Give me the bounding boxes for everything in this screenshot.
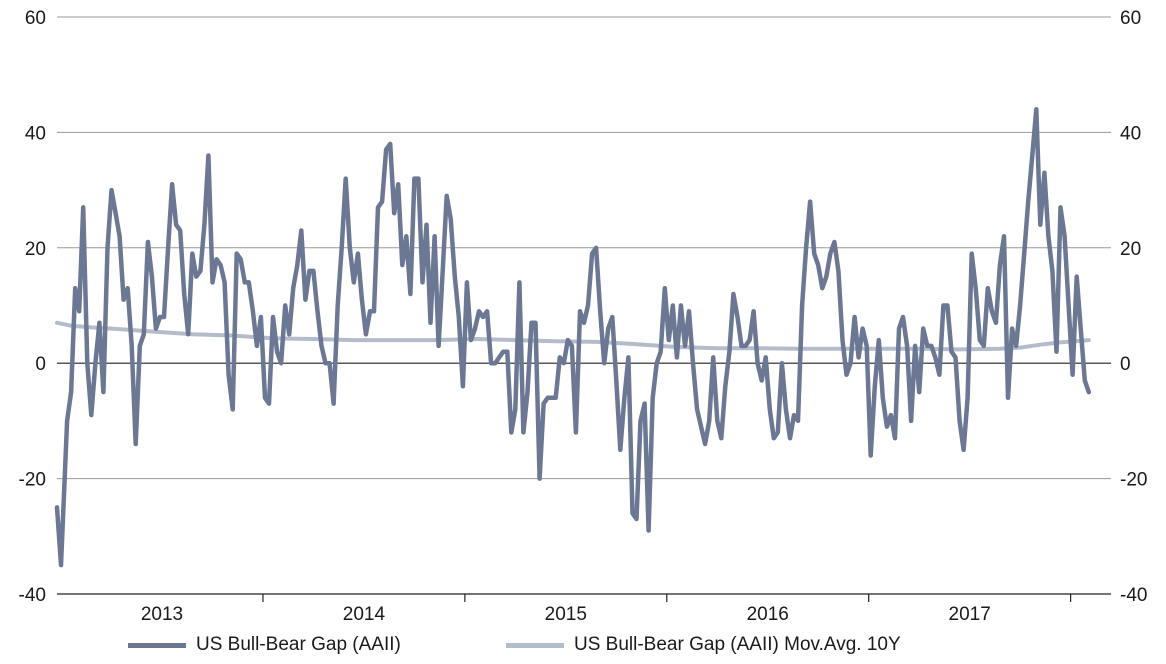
y-tick-label-left: 60 bbox=[25, 8, 46, 29]
x-tick-label: 2014 bbox=[343, 604, 386, 625]
legend-item-moving-average: US Bull-Bear Gap (AAII) Mov.Avg. 10Y bbox=[506, 634, 901, 656]
x-axis: 2013 2014 2015 2016 2017 bbox=[57, 593, 1111, 625]
legend-label-bull-bear-gap: US Bull-Bear Gap (AAII) bbox=[196, 634, 401, 655]
x-tick-label: 2015 bbox=[545, 604, 587, 625]
y-tick-label-left: 0 bbox=[35, 354, 46, 375]
legend: US Bull-Bear Gap (AAII) US Bull-Bear Gap… bbox=[0, 628, 1166, 664]
y-tick-label-right: 0 bbox=[1120, 354, 1131, 375]
gridlines bbox=[57, 16, 1111, 595]
series-line-moving-average bbox=[55, 320, 1091, 352]
y-tick-label-right: 20 bbox=[1120, 239, 1141, 260]
x-tick-label: 2013 bbox=[141, 604, 183, 625]
y-tick-label-right: 40 bbox=[1120, 123, 1141, 144]
legend-label-moving-average: US Bull-Bear Gap (AAII) Mov.Avg. 10Y bbox=[574, 634, 901, 655]
series-line-bull-bear-gap bbox=[54, 107, 1092, 568]
legend-swatch-moving-average bbox=[506, 642, 564, 648]
y-axis-left: -40 -20 0 20 40 60 bbox=[19, 8, 46, 606]
x-tick-label: 2017 bbox=[949, 604, 991, 625]
series-lines bbox=[54, 107, 1092, 568]
x-tick-label: 2016 bbox=[747, 604, 789, 625]
chart: 2013 2014 2015 2016 2017 -40 -20 0 20 40 60 -40 -2… bbox=[19, 8, 1148, 625]
y-tick-label-left: -20 bbox=[19, 470, 46, 491]
y-tick-label-right: -40 bbox=[1120, 585, 1147, 606]
y-tick-label-left: 40 bbox=[25, 123, 46, 144]
y-axis-right: -40 -20 0 20 40 60 bbox=[1120, 8, 1147, 606]
legend-item-bull-bear-gap: US Bull-Bear Gap (AAII) bbox=[128, 634, 401, 656]
y-tick-label-right: 60 bbox=[1120, 8, 1141, 29]
y-tick-label-left: -40 bbox=[19, 585, 46, 606]
y-tick-label-right: -20 bbox=[1120, 470, 1147, 491]
y-tick-label-left: 20 bbox=[25, 239, 46, 260]
legend-swatch-bull-bear-gap bbox=[128, 642, 186, 648]
